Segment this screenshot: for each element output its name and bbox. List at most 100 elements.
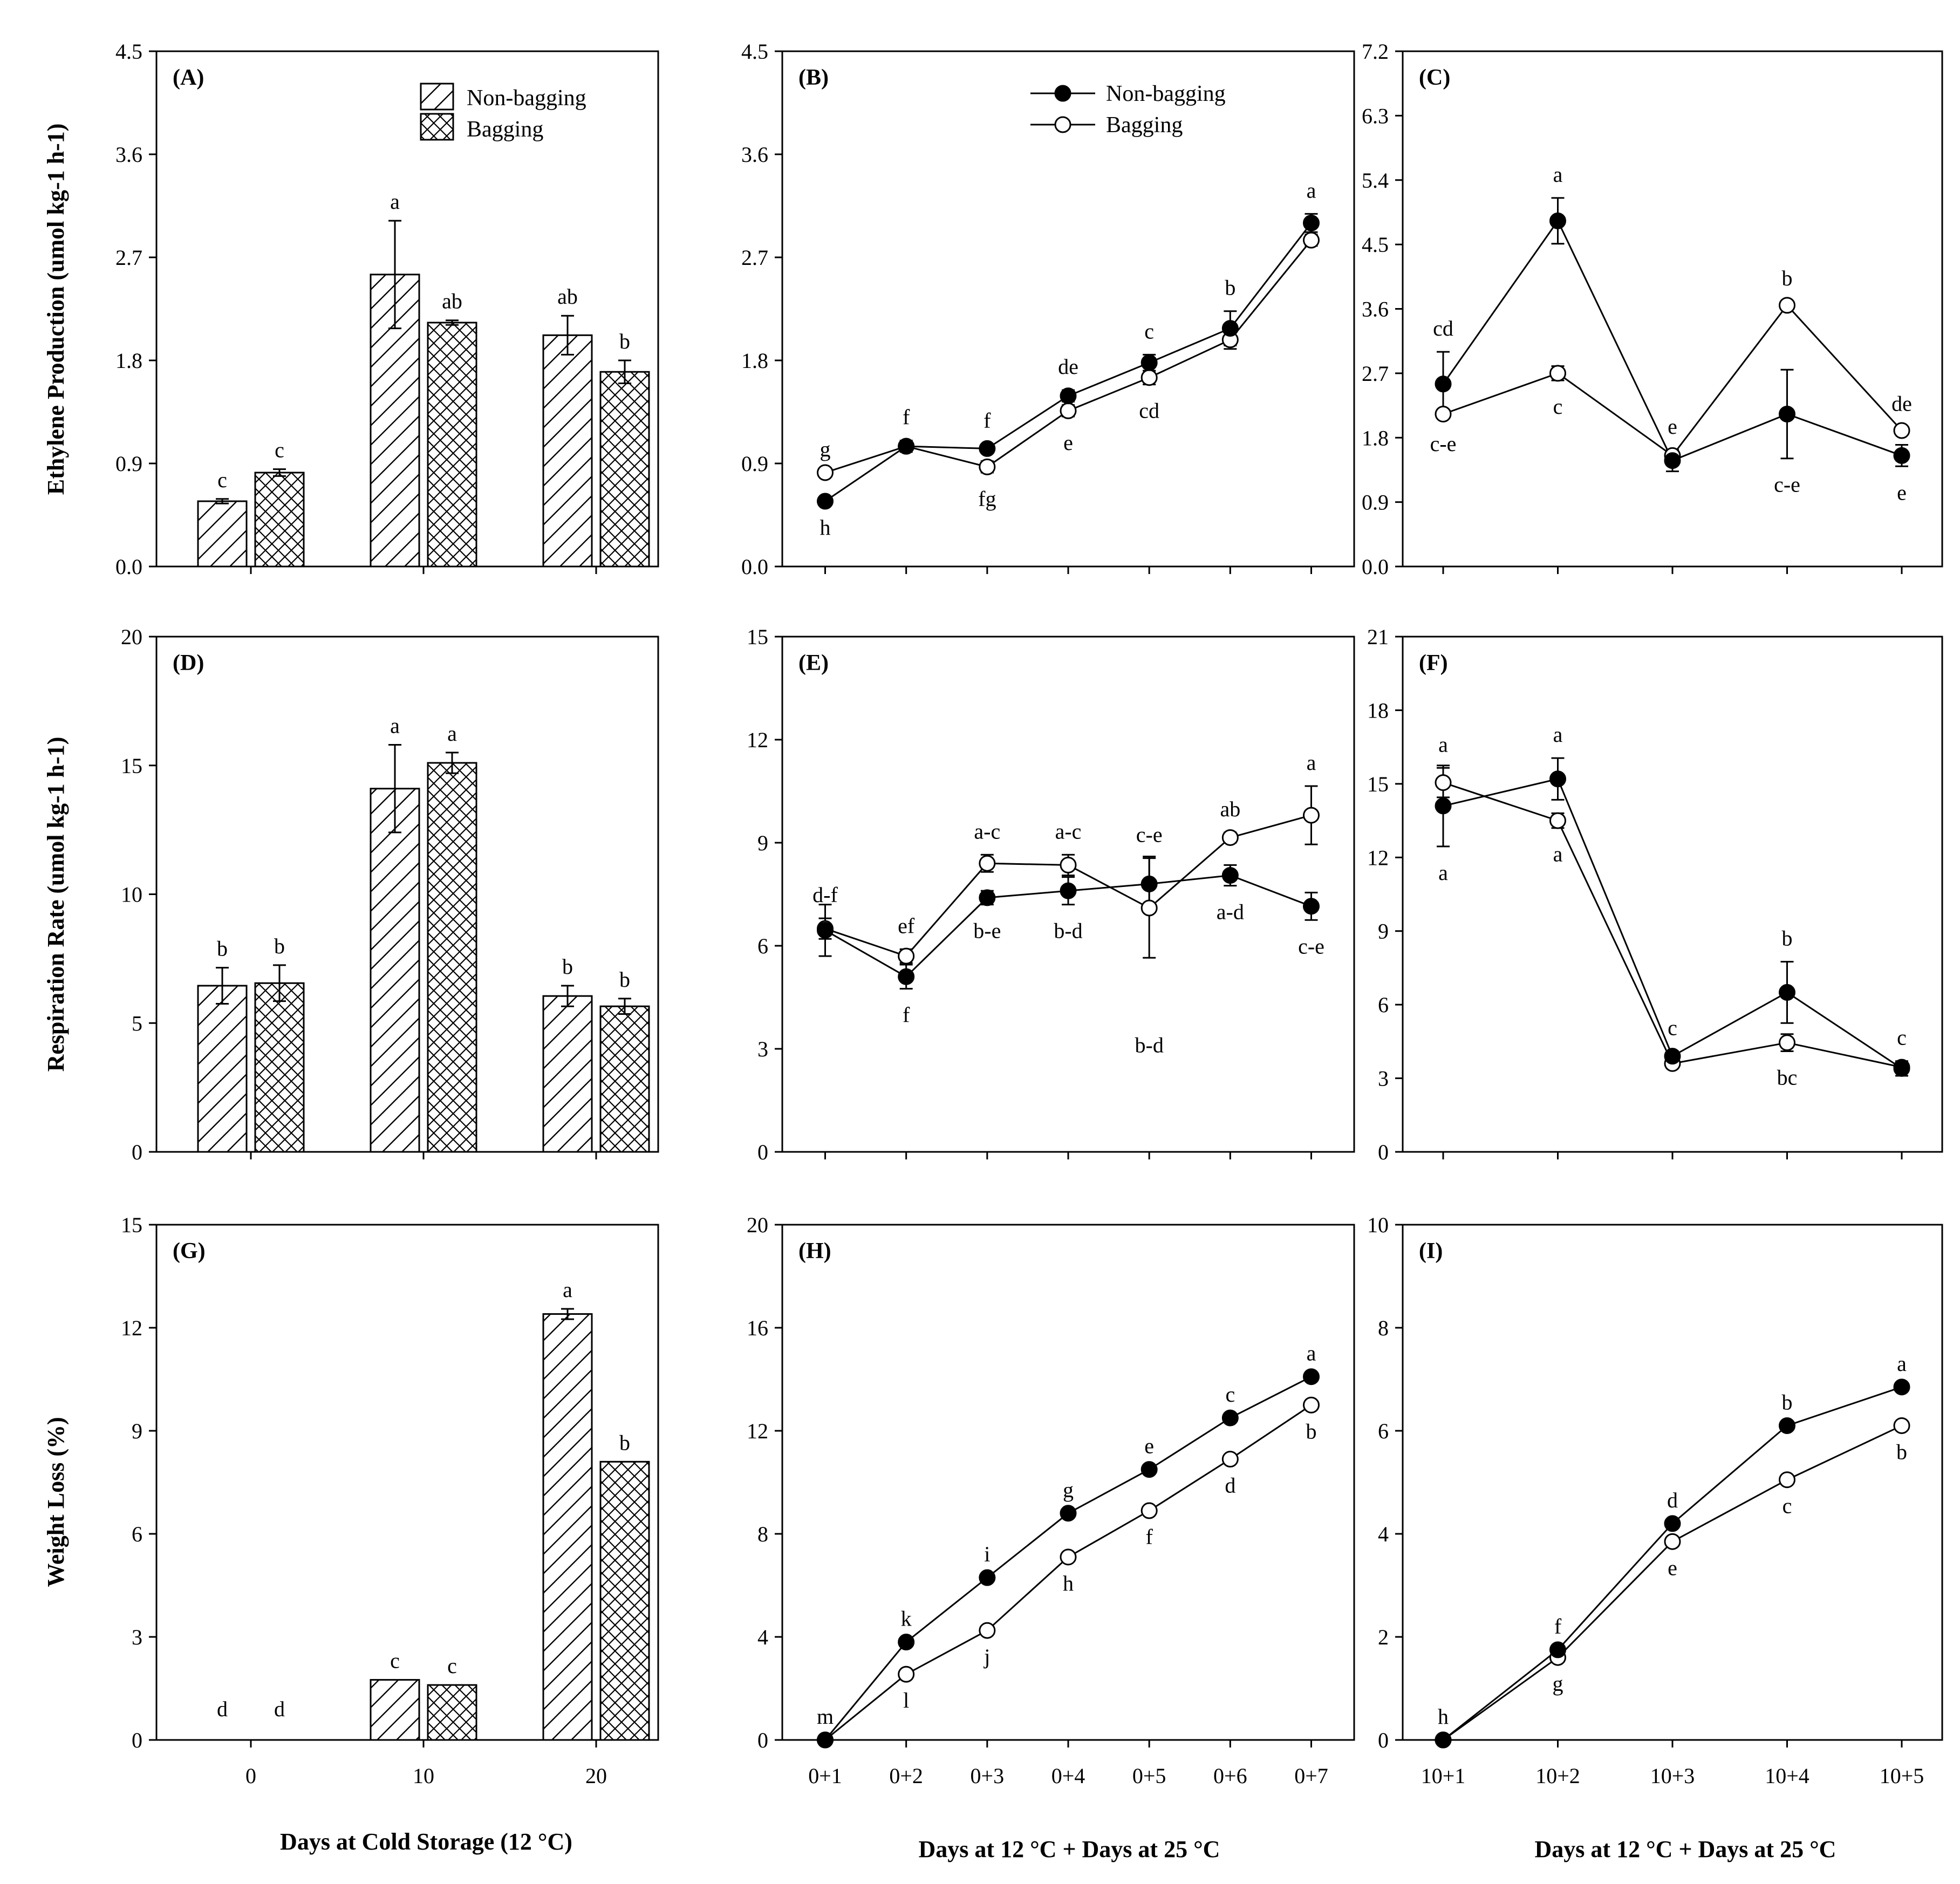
significance-letter: a xyxy=(563,1278,572,1302)
data-point xyxy=(1549,212,1566,229)
data-point xyxy=(1779,1034,1795,1052)
data-point xyxy=(817,464,834,481)
significance-letter: b xyxy=(1225,276,1235,300)
panel-label: (C) xyxy=(1419,65,1450,90)
y-tick-label: 0 xyxy=(1378,1728,1389,1752)
legend-label-non-bagging: Non-bagging xyxy=(1106,81,1226,106)
data-point xyxy=(1435,376,1452,393)
legend-label-bagging: Bagging xyxy=(467,117,543,142)
data-point xyxy=(1779,405,1795,422)
data-point xyxy=(1221,829,1239,846)
bar xyxy=(599,1005,650,1153)
data-point xyxy=(979,1622,996,1639)
significance-letter: g xyxy=(1063,1478,1074,1502)
y-tick-label: 12 xyxy=(121,1316,142,1340)
y-tick-label: 1.8 xyxy=(741,349,768,373)
x-tick-label: 10+3 xyxy=(1650,1764,1695,1788)
significance-letter: b-d xyxy=(1054,919,1082,943)
data-point xyxy=(1060,402,1077,419)
data-point xyxy=(1060,882,1077,899)
y-tick-label: 0.0 xyxy=(741,555,768,579)
bar xyxy=(254,982,305,1153)
data-point xyxy=(1141,354,1158,371)
data-point xyxy=(1893,1378,1910,1396)
significance-letter: f xyxy=(1554,1614,1562,1639)
data-point xyxy=(898,438,915,455)
significance-letter: a-d xyxy=(1217,900,1244,924)
y-tick-label: 0.0 xyxy=(115,555,142,579)
panel-label: (E) xyxy=(798,651,829,675)
y-tick-label: 1.8 xyxy=(1362,426,1389,450)
significance-letter: j xyxy=(983,1644,990,1669)
significance-letter: c-e xyxy=(1298,934,1324,958)
data-point xyxy=(1303,214,1320,231)
y-tick-label: 4 xyxy=(757,1625,768,1649)
data-point xyxy=(898,1634,915,1651)
data-point xyxy=(1779,297,1795,314)
bar xyxy=(427,762,477,1153)
data-point xyxy=(1221,1451,1239,1468)
panel-label: (A) xyxy=(173,65,204,90)
data-point xyxy=(1303,1368,1320,1385)
x-tick-label: 0+3 xyxy=(971,1764,1005,1788)
x-tick-label: 10+5 xyxy=(1880,1764,1924,1788)
y-tick-label: 21 xyxy=(1367,625,1389,649)
data-point xyxy=(979,440,996,457)
data-point xyxy=(817,493,834,510)
panel-C: 0.0 0.9 1.8 2.7 3.6 4.5 5.4 6.3 7.2 (C) c-e c b de cd a… xyxy=(1362,39,1943,579)
significance-letter: g xyxy=(1553,1671,1563,1696)
y-tick-label: 6 xyxy=(132,1522,142,1546)
y-tick-label: 6.3 xyxy=(1362,104,1389,128)
data-point xyxy=(1060,387,1077,405)
data-point xyxy=(1549,770,1566,788)
significance-letter: bc xyxy=(1777,1066,1798,1090)
significance-letter: l xyxy=(903,1688,909,1712)
data-point xyxy=(1060,1505,1077,1522)
significance-letter: b xyxy=(1782,926,1793,951)
significance-letter: c-e xyxy=(1774,473,1800,497)
y-tick-label: 0.0 xyxy=(1362,555,1389,579)
bar xyxy=(197,500,248,568)
data-point xyxy=(979,1569,996,1586)
bar xyxy=(599,371,650,568)
y-tick-label: 8 xyxy=(1378,1316,1389,1340)
significance-letter: b xyxy=(619,329,630,353)
data-point xyxy=(1893,447,1910,464)
y-tick-label: 8 xyxy=(757,1522,768,1546)
data-point xyxy=(1141,369,1158,386)
significance-letter: c xyxy=(447,1654,457,1678)
bar xyxy=(197,985,248,1153)
panel-B: 0.0 0.9 1.8 2.7 3.6 4.5 (B) g fg e cd h f f de c b a Non-b… xyxy=(741,39,1355,579)
legend: Non-bagging Bagging xyxy=(420,83,586,142)
y-tick-label: 0.9 xyxy=(115,452,142,476)
significance-letter: a xyxy=(447,721,457,746)
y-tick-label: 15 xyxy=(747,625,768,649)
data-point xyxy=(898,1665,915,1683)
significance-letter: f xyxy=(903,1003,910,1027)
significance-letter: a xyxy=(1553,842,1563,866)
data-point xyxy=(979,458,996,475)
significance-letter: c xyxy=(1783,1494,1792,1518)
panel-label: (D) xyxy=(173,651,204,675)
y-tick-label: 6 xyxy=(1378,1419,1389,1443)
significance-letter: g xyxy=(820,437,831,461)
y-tick-label: 3 xyxy=(757,1037,768,1061)
data-point xyxy=(1221,866,1239,884)
y-tick-label: 20 xyxy=(121,625,142,649)
bar xyxy=(542,995,593,1153)
significance-letter: b xyxy=(1896,1439,1907,1464)
legend-label-bagging: Bagging xyxy=(1106,113,1183,138)
y-tick-label: 2.7 xyxy=(741,245,768,270)
data-point xyxy=(1141,899,1158,917)
bar xyxy=(370,788,420,1153)
panel-label: (F) xyxy=(1419,651,1448,675)
y-tick-label: 18 xyxy=(1367,698,1389,722)
significance-letter: b xyxy=(217,937,228,961)
bar xyxy=(599,1460,650,1741)
y-tick-label: 2.7 xyxy=(115,245,142,270)
significance-letter: b-e xyxy=(973,919,1001,943)
significance-letter: b xyxy=(274,934,285,958)
y-tick-label: 6 xyxy=(1378,993,1389,1017)
plot-frame xyxy=(1402,50,1943,568)
x-tick-label: 0+2 xyxy=(889,1764,923,1788)
